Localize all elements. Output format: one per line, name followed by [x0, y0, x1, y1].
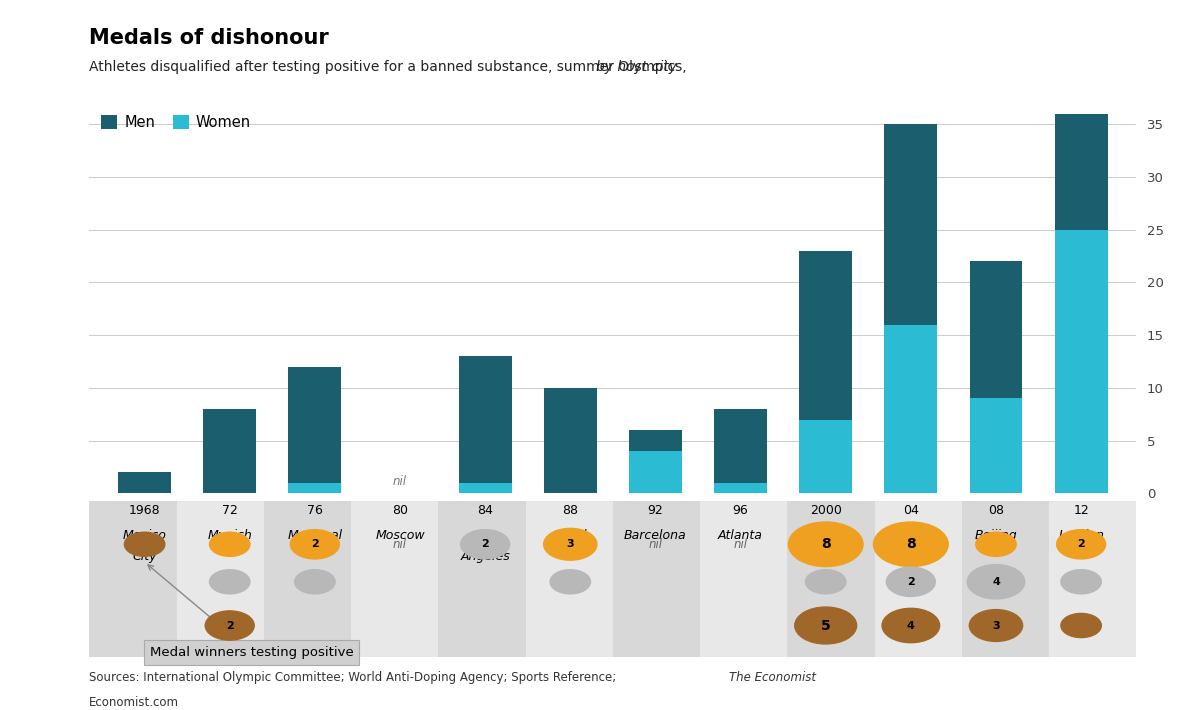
- Bar: [800, 251, 852, 420]
- Text: Seoul: Seoul: [553, 529, 588, 542]
- Text: 12: 12: [1073, 504, 1089, 517]
- Circle shape: [795, 607, 857, 644]
- Bar: [1054, 114, 1108, 229]
- Bar: [800, 420, 852, 493]
- Text: Beijing: Beijing: [975, 529, 1017, 542]
- Circle shape: [125, 532, 165, 557]
- Text: nil: nil: [393, 475, 407, 488]
- Circle shape: [967, 564, 1025, 599]
- Text: 1968: 1968: [129, 504, 161, 517]
- Text: 2: 2: [311, 540, 319, 550]
- Circle shape: [209, 569, 250, 594]
- Text: 72: 72: [221, 504, 238, 517]
- Bar: [714, 409, 766, 483]
- Text: Los: Los: [475, 529, 496, 542]
- Circle shape: [209, 532, 250, 557]
- Text: nil: nil: [649, 537, 663, 551]
- Text: Medal winners testing positive: Medal winners testing positive: [148, 565, 353, 659]
- Bar: [203, 409, 256, 493]
- Text: Sources: International Olympic Committee; World Anti-Doping Agency; Sports Refer: Sources: International Olympic Committee…: [89, 671, 620, 684]
- Circle shape: [461, 530, 509, 559]
- Text: 2: 2: [907, 577, 915, 586]
- Bar: [970, 398, 1022, 493]
- Circle shape: [788, 522, 863, 567]
- Text: 84: 84: [477, 504, 493, 517]
- Text: Moscow: Moscow: [375, 529, 425, 542]
- Circle shape: [882, 608, 940, 643]
- Bar: [884, 324, 938, 493]
- Text: Atlanta: Atlanta: [718, 529, 763, 542]
- Text: 08: 08: [988, 504, 1004, 517]
- Text: 3: 3: [566, 540, 574, 550]
- Text: 76: 76: [307, 504, 322, 517]
- Text: 3: 3: [992, 621, 1000, 630]
- Text: Athens: Athens: [889, 529, 933, 542]
- Text: 4: 4: [992, 577, 1000, 586]
- Circle shape: [1060, 569, 1101, 594]
- Text: 2000: 2000: [809, 504, 841, 517]
- Text: 92: 92: [647, 504, 663, 517]
- Text: 2: 2: [481, 540, 489, 550]
- Bar: [459, 356, 512, 483]
- Text: The Economist: The Economist: [729, 671, 816, 684]
- Circle shape: [550, 569, 590, 594]
- Text: nil: nil: [733, 537, 747, 551]
- Text: Athletes disqualified after testing positive for a banned substance, summer Olym: Athletes disqualified after testing posi…: [89, 60, 691, 75]
- Text: City: City: [132, 550, 157, 563]
- Text: 04: 04: [903, 504, 919, 517]
- Bar: [288, 483, 342, 493]
- Bar: [630, 452, 682, 493]
- Bar: [884, 124, 938, 324]
- Bar: [459, 483, 512, 493]
- Text: London: London: [1058, 529, 1104, 542]
- Text: 4: 4: [907, 621, 915, 630]
- Text: 5: 5: [821, 618, 831, 633]
- Text: 2: 2: [1077, 540, 1085, 550]
- Bar: [714, 483, 766, 493]
- Circle shape: [873, 522, 948, 567]
- Text: 96: 96: [733, 504, 749, 517]
- Bar: [544, 388, 596, 493]
- Circle shape: [1060, 613, 1101, 638]
- Circle shape: [1057, 530, 1106, 559]
- Text: Mexico: Mexico: [123, 529, 167, 542]
- Text: Montreal: Montreal: [287, 529, 343, 542]
- Text: Medals of dishonour: Medals of dishonour: [89, 28, 328, 48]
- Text: by host city: by host city: [596, 60, 677, 75]
- Circle shape: [205, 611, 255, 640]
- Text: 88: 88: [563, 504, 578, 517]
- Text: nil: nil: [393, 537, 407, 551]
- Text: 8: 8: [821, 537, 831, 551]
- Text: 2: 2: [226, 621, 233, 630]
- Bar: [1054, 229, 1108, 493]
- Circle shape: [806, 569, 846, 594]
- Legend: Men, Women: Men, Women: [96, 110, 256, 134]
- Text: Sydney: Sydney: [802, 529, 848, 542]
- Bar: [970, 261, 1022, 398]
- Circle shape: [887, 567, 935, 596]
- Circle shape: [295, 569, 336, 594]
- Text: Barcelona: Barcelona: [624, 529, 687, 542]
- Text: 8: 8: [906, 537, 916, 551]
- Text: Munich: Munich: [207, 529, 252, 542]
- Text: Angeles: Angeles: [461, 550, 511, 563]
- Bar: [630, 430, 682, 452]
- Bar: [288, 367, 342, 483]
- Circle shape: [976, 532, 1016, 557]
- Circle shape: [544, 528, 597, 560]
- Bar: [118, 472, 171, 493]
- Circle shape: [970, 610, 1022, 641]
- Circle shape: [290, 530, 339, 559]
- Text: 80: 80: [392, 504, 408, 517]
- Text: Economist.com: Economist.com: [89, 696, 180, 709]
